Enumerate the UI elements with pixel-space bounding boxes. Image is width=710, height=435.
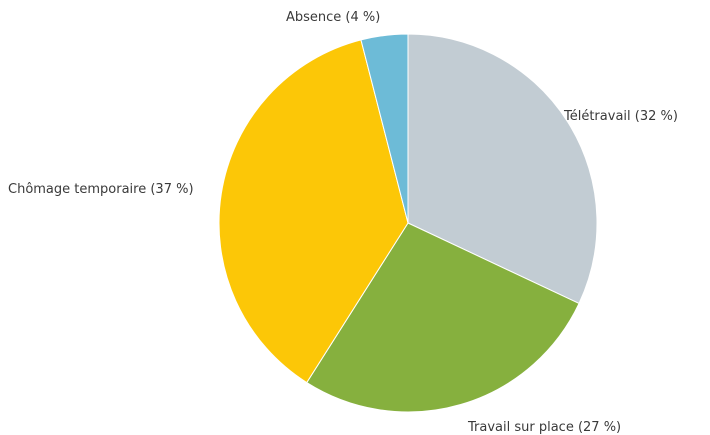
slice-label-teletravail: Télétravail (32 %) [563, 109, 678, 124]
slice-label-travail-sur-place: Travail sur place (27 %) [467, 420, 621, 435]
pie-slice-teletravail [407, 33, 598, 305]
pie-slices [218, 33, 598, 413]
pie-slice-travail-sur-place [306, 222, 580, 413]
pie-slice-chomage-temporaire [218, 39, 409, 384]
slice-label-chomage-temporaire: Chômage temporaire (37 %) [8, 182, 194, 197]
slice-label-absence: Absence (4 %) [286, 10, 380, 25]
pie-slice-absence [360, 33, 409, 224]
pie-labels: Télétravail (32 %) Travail sur place (27… [8, 10, 678, 435]
